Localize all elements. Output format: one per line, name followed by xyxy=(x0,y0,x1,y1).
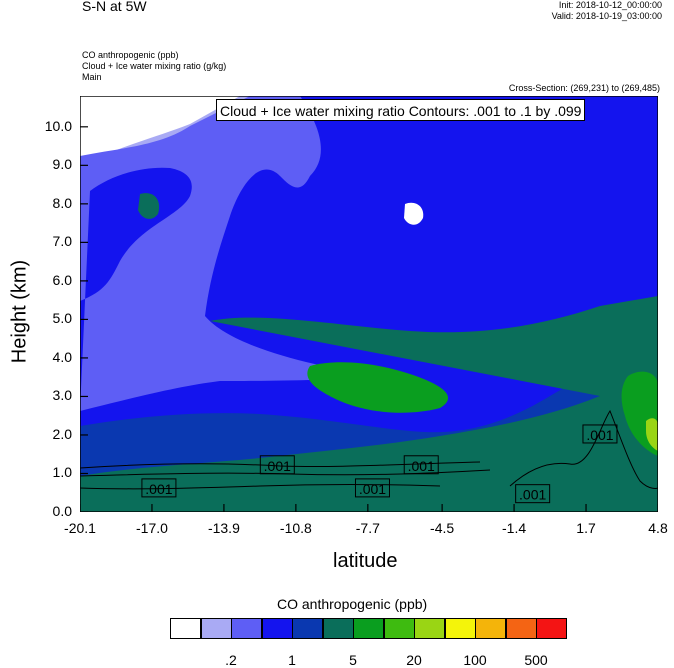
y-tick-label: 2.0 xyxy=(52,425,72,442)
svg-text:.001: .001 xyxy=(519,487,546,503)
init-time: Init: 2018-10-12_00:00:00 xyxy=(558,0,662,10)
x-tick-label: -4.5 xyxy=(430,520,455,536)
co-field-fills xyxy=(80,96,658,512)
colorbar-swatch xyxy=(200,618,232,639)
contour-line-right xyxy=(509,409,658,489)
contour-labels: .001 .001 .001 .001 .001 .001 xyxy=(141,424,618,504)
svg-text:.001: .001 xyxy=(145,481,172,497)
svg-text:.001: .001 xyxy=(408,458,435,474)
contour-label: .001 xyxy=(582,424,618,444)
y-tick-label: 7.0 xyxy=(52,233,72,250)
colorbar-label: 1 xyxy=(288,652,296,668)
contour-line-upper xyxy=(80,461,481,469)
x-axis-label: latitude xyxy=(333,550,398,572)
colorbar-swatch xyxy=(414,618,445,639)
field-label-cloud: Cloud + Ice water mixing ratio (g/kg) xyxy=(82,61,227,71)
y-tick-label: 5.0 xyxy=(52,310,72,327)
y-tick-label: 9.0 xyxy=(52,156,72,173)
y-tick-label: 10.0 xyxy=(44,117,72,134)
colorbar-swatch xyxy=(444,618,476,639)
y-tick-label: 3.0 xyxy=(52,387,72,404)
x-tick-label: -1.4 xyxy=(502,520,527,536)
colorbar-label: 20 xyxy=(406,652,422,668)
co-region-small-teal-left xyxy=(138,193,160,219)
x-tick-label: -17.0 xyxy=(135,520,168,536)
contour-label: .001 xyxy=(259,455,295,475)
x-tick-label: 1.7 xyxy=(576,520,596,536)
colorbar-label: .2 xyxy=(225,652,237,668)
y-ticks xyxy=(80,126,88,512)
colorbar-label: 100 xyxy=(463,652,487,668)
y-axis-label: Height (km) xyxy=(8,259,31,364)
svg-text:.001: .001 xyxy=(359,481,386,497)
init-valid-times: Init: 2018-10-12_00:00:00 Valid: 2018-10… xyxy=(552,0,662,22)
svg-text:.001: .001 xyxy=(586,427,613,443)
colorbar-swatch xyxy=(292,618,323,639)
y-tick-label: 8.0 xyxy=(52,194,72,211)
field-label-co: CO anthropogenic (ppb) xyxy=(82,50,179,60)
colorbar-swatch xyxy=(353,618,384,639)
chart-svg: .001 .001 .001 .001 .001 .001 xyxy=(80,96,658,512)
co-region-teal xyxy=(80,296,658,512)
contour-line-lower xyxy=(80,484,441,490)
plot-title: S-N at 5W xyxy=(82,0,147,14)
svg-text:.001: .001 xyxy=(264,458,291,474)
cross-section-label: Cross-Section: (269,231) to (269,485) xyxy=(508,83,660,93)
colorbar-title: CO anthropogenic (ppb) xyxy=(277,596,428,612)
field-label-main: Main xyxy=(82,72,102,82)
colorbar-swatch xyxy=(536,618,567,639)
colorbar-swatch xyxy=(383,618,415,639)
colorbar-label: 5 xyxy=(349,652,357,668)
colorbar-swatch xyxy=(322,618,354,639)
chart-plot-area: .001 .001 .001 .001 .001 .001 xyxy=(80,96,658,512)
y-tick-label: 1.0 xyxy=(52,464,72,481)
x-tick-label: -7.7 xyxy=(355,520,380,536)
contour-info-box: Cloud + Ice water mixing ratio Contours:… xyxy=(216,99,586,121)
y-tick-label: 0.0 xyxy=(52,503,72,519)
contour-label: .001 xyxy=(403,455,439,475)
x-tick-label: -20.1 xyxy=(64,520,96,536)
y-tick-label: 6.0 xyxy=(52,271,72,288)
co-region-green xyxy=(307,362,449,413)
contour-label: .001 xyxy=(515,484,551,504)
colorbar-swatch xyxy=(170,618,201,639)
colorbar-swatch xyxy=(505,618,537,639)
x-tick-label: 4.8 xyxy=(648,520,668,536)
colorbar-swatch xyxy=(261,618,293,639)
contour-label: .001 xyxy=(354,478,390,498)
colorbar-swatch xyxy=(475,618,506,639)
colorbar-swatch xyxy=(231,618,262,639)
valid-time: Valid: 2018-10-19_03:00:00 xyxy=(551,11,662,21)
co-region-white-pocket xyxy=(404,202,424,225)
colorbar-label: 500 xyxy=(524,652,548,668)
x-tick-label: -13.9 xyxy=(207,520,240,536)
x-tick-label: -10.8 xyxy=(279,520,312,536)
co-region-blue xyxy=(80,96,658,512)
x-ticks xyxy=(80,504,658,512)
co-region-yellowgreen xyxy=(646,418,658,451)
contour-label: .001 xyxy=(141,478,177,498)
y-tick-label: 4.0 xyxy=(52,348,72,365)
